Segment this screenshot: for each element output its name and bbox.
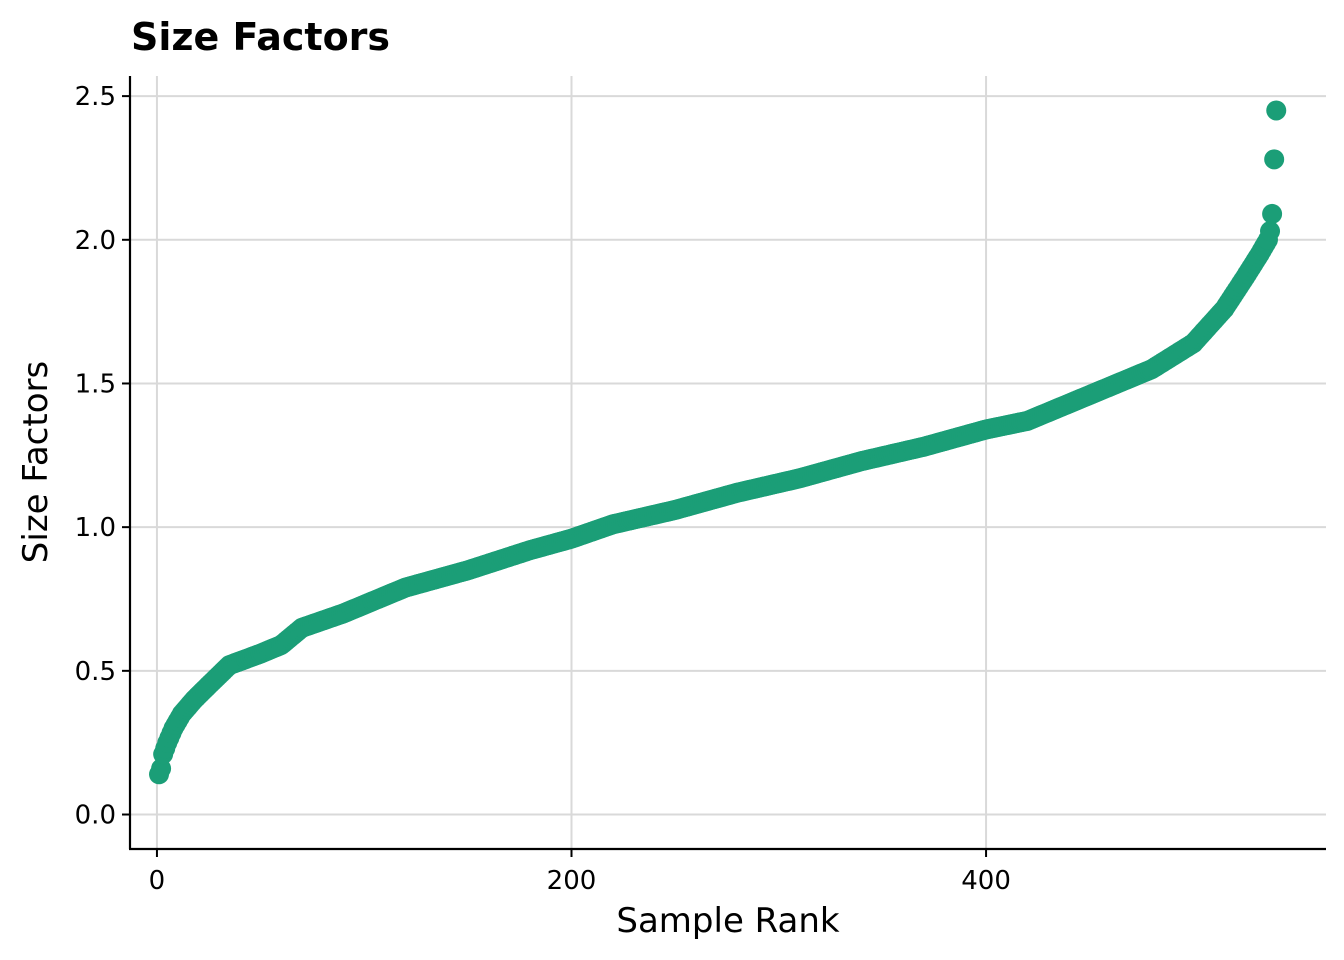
data-point xyxy=(1266,100,1287,121)
chart-title: Size Factors xyxy=(131,15,390,59)
data-point xyxy=(1264,149,1285,170)
grid-lines xyxy=(130,76,1326,849)
y-tick-label-5: 2.5 xyxy=(75,82,116,112)
y-tick-label-3: 1.5 xyxy=(75,369,116,399)
y-tick-label-1: 0.5 xyxy=(75,657,116,687)
y-axis-label: Size Factors xyxy=(16,361,56,563)
x-axis-label: Sample Rank xyxy=(616,901,840,941)
y-tick-label-0: 0.0 xyxy=(75,801,116,831)
y-tick-label-4: 2.0 xyxy=(75,226,116,256)
data-points xyxy=(149,100,1287,785)
x-tick-label-1: 200 xyxy=(547,866,597,896)
data-point xyxy=(1260,221,1281,242)
x-tick-label-2: 400 xyxy=(961,866,1011,896)
x-tick-label-0: 0 xyxy=(149,866,166,896)
ticks: 0 200 400 0.0 0.5 1.0 1.5 2.0 2.5 xyxy=(75,82,1011,896)
axes xyxy=(128,76,1326,851)
data-point xyxy=(1262,203,1283,224)
y-tick-label-2: 1.0 xyxy=(75,513,116,543)
